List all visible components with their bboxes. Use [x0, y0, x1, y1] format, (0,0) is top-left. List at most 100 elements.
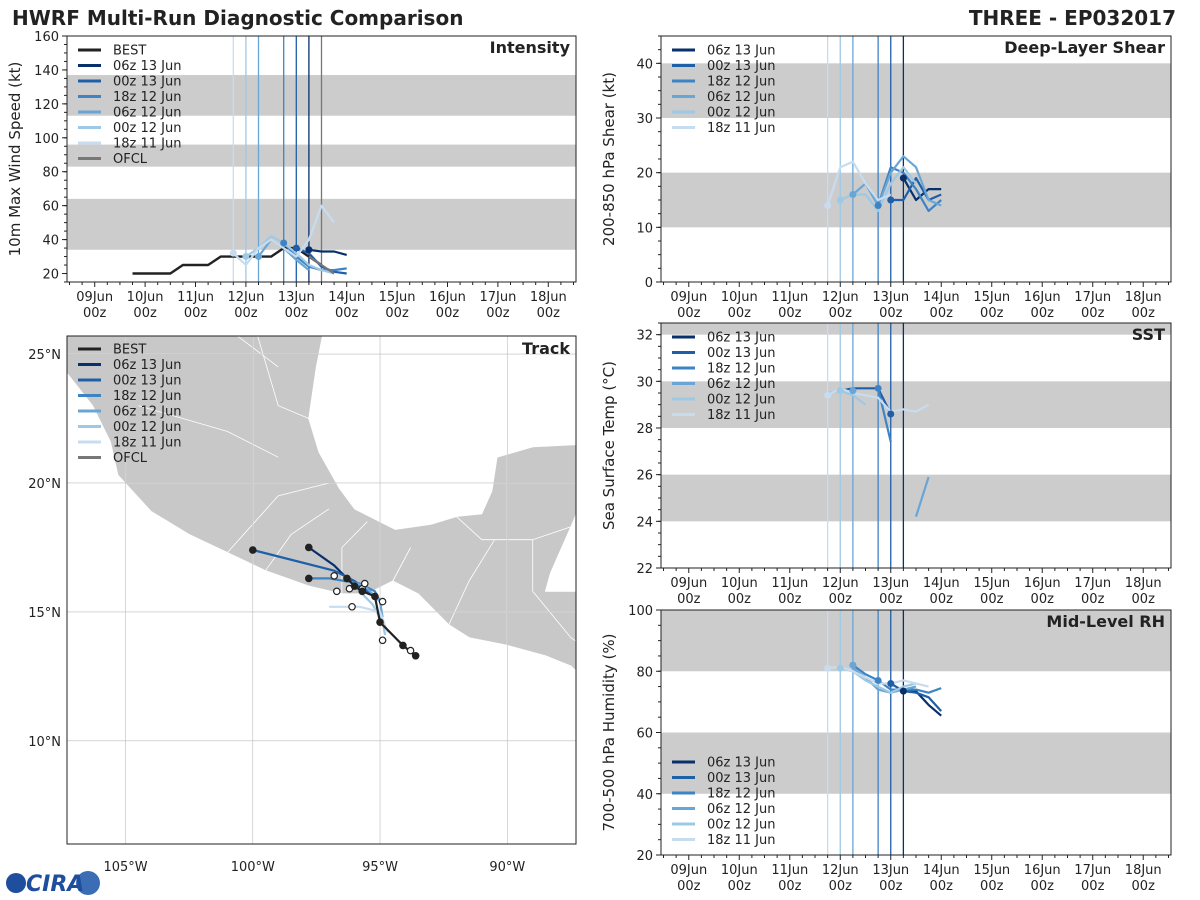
y-tick-label: 80	[42, 166, 59, 181]
legend-label: 06z 13 Jun	[707, 331, 776, 346]
state-border	[138, 405, 279, 458]
x-tick-hour: 00z	[728, 592, 752, 607]
legend-label: 18z 11 Jun	[113, 137, 182, 152]
y-tick-label: 0	[645, 276, 653, 291]
x-tick-hour: 00z	[728, 306, 752, 321]
y-tick-label: 40	[42, 234, 59, 249]
track-plot-area	[67, 336, 576, 844]
marker-00z-13-jun	[887, 680, 895, 687]
x-tick-hour: 00z	[879, 306, 903, 321]
x-tick-hour: 00z	[778, 306, 802, 321]
y-tick-label: 30	[636, 112, 653, 127]
shaded-band	[661, 63, 1171, 118]
x-tick-date: 18Jun	[1125, 576, 1162, 591]
state-border	[341, 521, 368, 594]
lat-tick-label: 20°N	[28, 477, 61, 492]
y-axis-label: 200-850 hPa Shear (kt)	[600, 72, 618, 246]
marker-18z-11-jun	[824, 391, 832, 399]
best-point	[343, 574, 351, 583]
panel-title: SST	[1132, 325, 1165, 344]
x-tick-hour: 00z	[486, 306, 510, 321]
x-tick-hour: 00z	[879, 592, 903, 607]
x-tick-hour: 00z	[930, 306, 954, 321]
x-tick-hour: 00z	[133, 306, 157, 321]
marker-06z-13-jun	[305, 246, 313, 254]
y-tick-label: 20	[42, 268, 59, 283]
series-00z-13-jun	[890, 177, 942, 202]
x-tick-date: 17Jun	[479, 290, 516, 305]
best-point	[304, 574, 313, 583]
x-tick-hour: 00z	[728, 879, 752, 894]
legend-label: 06z 13 Jun	[113, 59, 182, 74]
storm-id: THREE - EP032017	[969, 6, 1176, 30]
best-point-open	[378, 597, 387, 606]
x-tick-date: 16Jun	[429, 290, 466, 305]
best-point-open	[332, 587, 341, 596]
x-tick-date: 09Jun	[670, 863, 707, 878]
legend-label: 00z 12 Jun	[113, 121, 182, 136]
legend-label: BEST	[113, 44, 146, 59]
x-tick-hour: 00z	[829, 879, 853, 894]
marker-18z-11-jun	[229, 249, 237, 257]
best-point	[248, 546, 257, 554]
state-border	[448, 539, 495, 625]
x-tick-date: 12Jun	[822, 576, 859, 591]
legend-label: 06z 13 Jun	[707, 756, 776, 771]
series-18z-11-jun	[826, 160, 892, 206]
panel-plot-area	[661, 323, 1171, 568]
marker-00z-13-jun	[292, 244, 300, 252]
legend-label: 18z 11 Jun	[707, 121, 776, 136]
x-tick-date: 15Jun	[379, 290, 416, 305]
legend-label: 00z 12 Jun	[707, 818, 776, 833]
x-tick-hour: 00z	[778, 879, 802, 894]
y-tick-label: 30	[636, 375, 653, 390]
marker-18z-11-jun	[824, 664, 832, 672]
marker-00z-12-jun	[836, 664, 844, 672]
x-tick-date: 14Jun	[923, 863, 960, 878]
marker-18z-11-jun	[824, 201, 832, 209]
x-tick-hour: 00z	[436, 306, 460, 321]
legend-label: 00z 13 Jun	[707, 771, 776, 786]
shaded-band	[661, 732, 1171, 794]
x-tick-hour: 00z	[1081, 879, 1105, 894]
panel-sst: 22242628303209Jun00z10Jun00z11Jun00z12Ju…	[600, 322, 1172, 607]
marker-06z-12-jun	[255, 253, 263, 261]
y-tick-label: 100	[628, 604, 653, 619]
x-tick-hour: 00z	[677, 879, 701, 894]
y-tick-label: 28	[636, 422, 653, 437]
y-tick-label: 60	[42, 200, 59, 215]
x-tick-hour: 00z	[285, 306, 309, 321]
y-axis-label: 700-500 hPa Humidity (%)	[600, 633, 618, 831]
x-tick-date: 09Jun	[76, 290, 113, 305]
x-tick-date: 13Jun	[872, 290, 909, 305]
best-point	[411, 651, 420, 660]
marker-06z-12-jun	[849, 191, 857, 199]
legend-label: 18z 12 Jun	[707, 75, 776, 90]
x-tick-hour: 00z	[677, 306, 701, 321]
state-border	[392, 547, 411, 582]
x-tick-hour: 00z	[184, 306, 208, 321]
x-tick-date: 15Jun	[973, 290, 1010, 305]
lon-tick-label: 90°W	[489, 860, 525, 875]
x-tick-date: 13Jun	[278, 290, 315, 305]
panel-plot-area	[67, 36, 576, 282]
marker-00z-13-jun	[887, 196, 895, 204]
x-tick-hour: 00z	[234, 306, 258, 321]
best-point-open	[348, 602, 356, 611]
shaded-band	[661, 610, 1171, 672]
x-tick-hour: 00z	[1031, 306, 1055, 321]
logo-globe-icon	[6, 873, 26, 893]
legend-label: 00z 13 Jun	[113, 374, 182, 389]
legend-label: 18z 12 Jun	[113, 389, 182, 404]
track-18z-11-jun	[329, 605, 389, 633]
x-tick-hour: 00z	[930, 879, 954, 894]
x-tick-date: 17Jun	[1074, 863, 1111, 878]
state-border	[265, 508, 330, 571]
x-tick-date: 10Jun	[721, 863, 758, 878]
x-tick-date: 11Jun	[771, 863, 808, 878]
series-ofcl	[308, 255, 335, 275]
x-tick-date: 13Jun	[872, 863, 909, 878]
legend-label: 18z 12 Jun	[707, 362, 776, 377]
legend-label: 00z 12 Jun	[707, 393, 776, 408]
y-tick-label: 32	[636, 329, 653, 344]
